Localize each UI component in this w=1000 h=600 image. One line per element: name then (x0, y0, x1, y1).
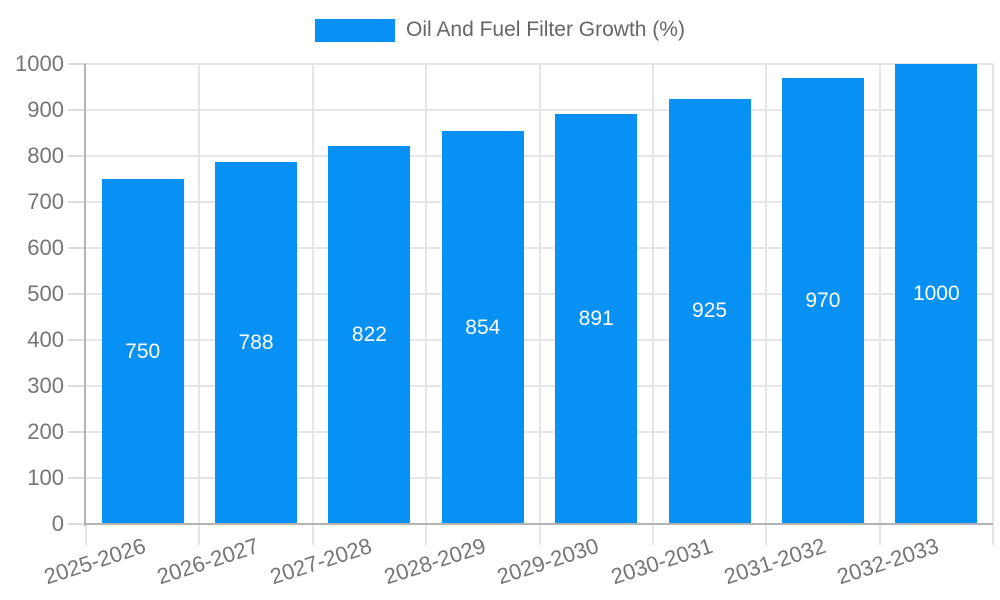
bar-value-label: 925 (692, 299, 728, 323)
y-axis-label: 800 (27, 143, 64, 168)
bar[interactable]: 854 (441, 131, 524, 524)
y-axis-label: 0 (51, 511, 64, 536)
y-tick (68, 247, 86, 249)
legend[interactable]: Oil And Fuel Filter Growth (%) (0, 18, 1000, 42)
x-gridline (198, 64, 201, 524)
x-tick (85, 524, 87, 545)
bar-value-label: 1000 (912, 282, 960, 305)
bar[interactable]: 970 (781, 77, 864, 524)
y-tick (68, 201, 86, 203)
y-axis-label: 100 (27, 465, 64, 490)
y-axis-label: 200 (27, 419, 64, 444)
x-tick (425, 524, 428, 545)
bar-value-label: 891 (578, 307, 614, 331)
x-gridline (878, 64, 881, 524)
y-axis-label: 400 (27, 327, 64, 352)
x-tick (538, 524, 541, 545)
x-tick (651, 524, 654, 545)
x-gridline (651, 64, 654, 524)
x-tick (765, 524, 768, 545)
y-tick (68, 385, 86, 387)
x-gridline (311, 64, 314, 524)
y-tick (68, 431, 86, 433)
y-axis-label: 1000 (15, 51, 64, 76)
bar[interactable]: 750 (101, 179, 184, 524)
bar-value-label: 788 (238, 330, 274, 354)
bar[interactable]: 822 (328, 145, 411, 524)
x-tick (878, 524, 881, 545)
y-axis-label: 700 (27, 189, 64, 214)
x-gridline (538, 64, 541, 524)
y-axis-label: 300 (27, 373, 64, 398)
bar-value-label: 822 (351, 322, 387, 346)
bar[interactable]: 788 (215, 161, 298, 524)
y-tick (68, 523, 86, 525)
y-tick (68, 293, 86, 295)
x-axis-line (84, 523, 993, 525)
x-gridline (992, 64, 994, 524)
bar-value-label: 970 (805, 288, 841, 312)
y-axis-label: 900 (27, 97, 64, 122)
y-tick (68, 155, 86, 157)
bar[interactable]: 1000 (895, 64, 978, 524)
y-tick (68, 63, 86, 65)
x-gridline (765, 64, 768, 524)
x-tick (311, 524, 314, 545)
y-tick (68, 339, 86, 341)
y-axis-label: 600 (27, 235, 64, 260)
x-gridline (425, 64, 428, 524)
y-axis-label: 500 (27, 281, 64, 306)
bar-value-label: 854 (465, 315, 501, 339)
bar[interactable]: 925 (668, 98, 751, 524)
x-tick (198, 524, 201, 545)
y-axis-line (84, 64, 86, 526)
bar-value-label: 750 (125, 339, 161, 363)
legend-swatch (315, 18, 396, 42)
y-tick (68, 477, 86, 479)
bar[interactable]: 891 (555, 114, 638, 524)
x-tick (992, 524, 994, 545)
legend-label: Oil And Fuel Filter Growth (%) (406, 18, 685, 41)
y-tick (68, 109, 86, 111)
